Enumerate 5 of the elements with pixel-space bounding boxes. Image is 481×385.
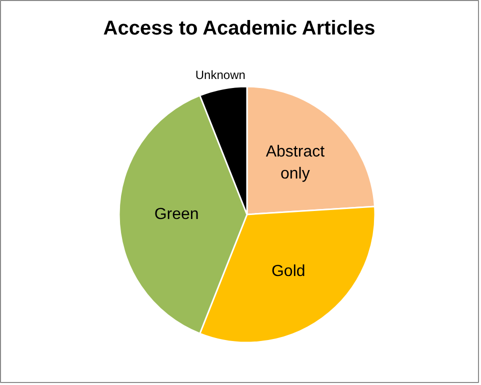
slice-label: Gold [271, 262, 306, 280]
slice-label: Green [154, 206, 199, 223]
chart-title: Access to Academic Articles [103, 18, 376, 40]
slice-label: Unknown [195, 68, 246, 82]
slice-label: Abstract only [266, 144, 326, 183]
